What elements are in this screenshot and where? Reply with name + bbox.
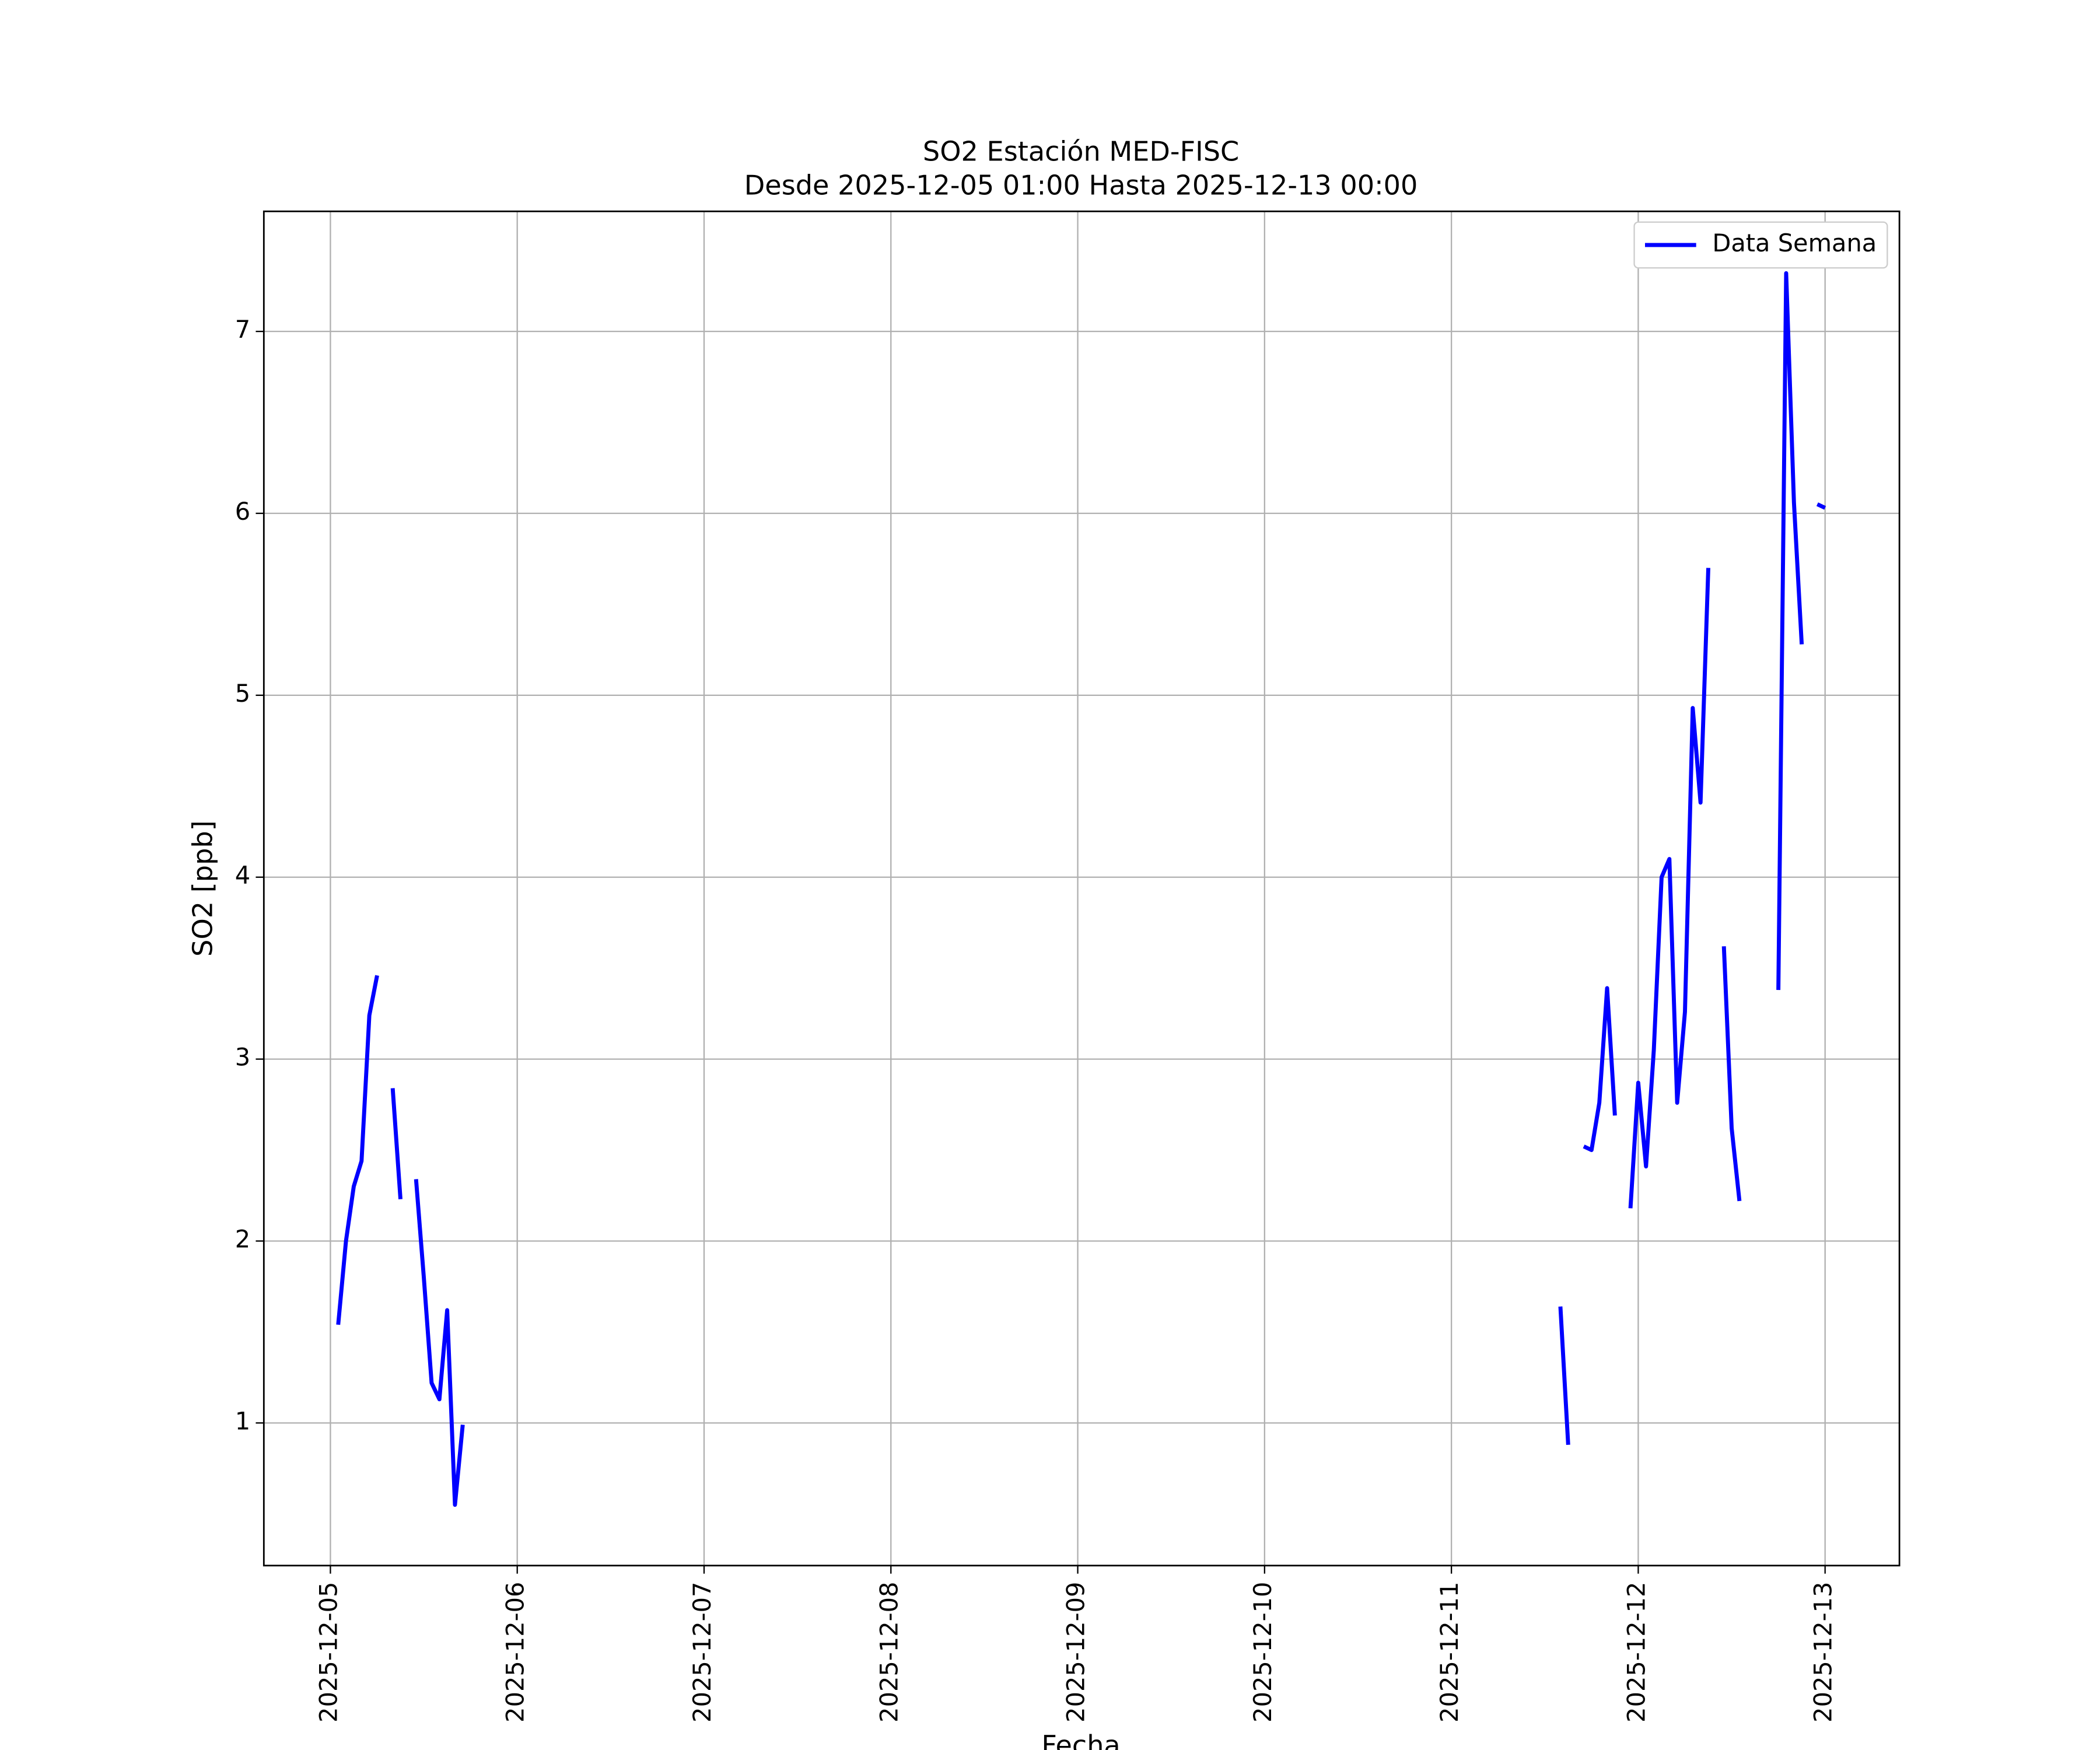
x-tick-label: 2025-12-05	[314, 1582, 342, 1723]
legend-box	[1633, 221, 1888, 269]
x-tick-label: 2025-12-08	[874, 1582, 903, 1723]
chart-subtitle: Desde 2025-12-05 01:00 Hasta 2025-12-13 …	[744, 169, 1418, 201]
chart-title: SO2 Estación MED-FISC	[923, 136, 1239, 167]
data-line	[336, 271, 1826, 1507]
x-tick-label: 2025-12-10	[1248, 1582, 1277, 1723]
x-tick-label: 2025-12-11	[1435, 1582, 1464, 1723]
y-axis-label: SO2 [ppb]	[187, 820, 218, 957]
x-tick-label: 2025-12-07	[688, 1582, 716, 1723]
y-tick-label: 6	[235, 497, 250, 526]
y-tick-label: 3	[235, 1043, 250, 1072]
y-tick-label: 2	[235, 1224, 250, 1253]
x-tick-label: 2025-12-13	[1809, 1582, 1838, 1723]
plot-frame	[262, 210, 1901, 1567]
y-tick-label: 4	[235, 861, 250, 890]
x-tick-label: 2025-12-12	[1622, 1582, 1650, 1723]
y-tick-label: 5	[235, 679, 250, 708]
x-tick-label: 2025-12-06	[501, 1582, 530, 1723]
legend-label: Data Semana	[1712, 229, 1877, 257]
y-tick-label: 1	[235, 1406, 250, 1435]
x-axis-label: Fecha	[1041, 1730, 1120, 1750]
y-tick-label: 7	[235, 315, 250, 344]
x-tick-label: 2025-12-09	[1062, 1582, 1090, 1723]
